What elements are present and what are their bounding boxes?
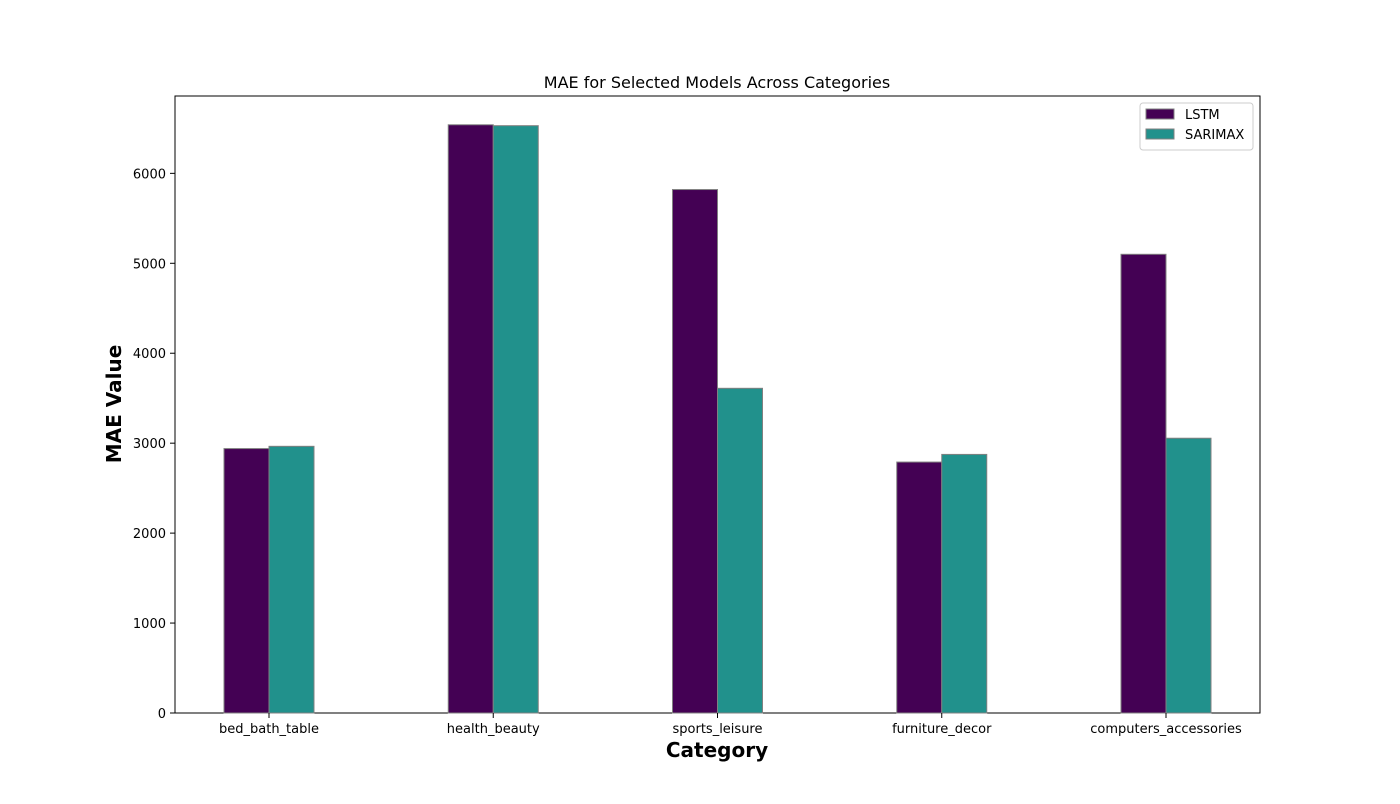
bar-sarimax-sports_leisure xyxy=(717,387,763,714)
bar-lstm-sports_leisure xyxy=(672,189,718,714)
x-tick-label-sports_leisure: sports_leisure xyxy=(673,722,763,737)
x-tick-label-computers_accessories: computers_accessories xyxy=(1090,722,1242,737)
bar-sarimax-furniture_decor xyxy=(941,453,988,714)
y-tick-label: 3000 xyxy=(133,437,166,452)
legend-swatch-lstm xyxy=(1145,108,1175,120)
x-tick-label-bed_bath_table: bed_bath_table xyxy=(219,722,319,737)
bar-lstm-furniture_decor xyxy=(896,461,943,714)
bar-sarimax-health_beauty xyxy=(492,125,539,714)
y-tick-label: 4000 xyxy=(133,347,166,362)
y-tick-label: 0 xyxy=(158,707,166,722)
y-tick-label: 6000 xyxy=(133,167,166,182)
y-tick-label: 2000 xyxy=(133,527,166,542)
bar-sarimax-computers_accessories xyxy=(1165,437,1212,714)
y-axis: 0 1000 2000 3000 4000 5000 6000 xyxy=(133,167,175,722)
x-tick-label-health_beauty: health_beauty xyxy=(447,722,540,737)
legend: LSTM SARIMAX xyxy=(1139,102,1254,151)
y-tick-label: 1000 xyxy=(133,617,166,632)
chart-title: MAE for Selected Models Across Categorie… xyxy=(544,73,890,92)
y-tick-label: 5000 xyxy=(133,257,166,272)
x-tick-label-furniture_decor: furniture_decor xyxy=(892,722,992,737)
bar-sarimax-bed_bath_table xyxy=(268,445,315,714)
legend-swatch-sarimax xyxy=(1145,128,1175,140)
bar-lstm-health_beauty xyxy=(447,124,494,714)
x-axis-label: Category xyxy=(666,738,768,762)
legend-label-lstm: LSTM xyxy=(1185,108,1220,123)
bar-lstm-bed_bath_table xyxy=(223,448,270,714)
legend-label-sarimax: SARIMAX xyxy=(1185,128,1244,143)
bar-lstm-computers_accessories xyxy=(1120,253,1167,714)
y-axis-label: MAE Value xyxy=(102,345,126,464)
x-axis: bed_bath_table health_beauty sports_leisur… xyxy=(219,713,1242,737)
bars-group xyxy=(223,124,1212,714)
